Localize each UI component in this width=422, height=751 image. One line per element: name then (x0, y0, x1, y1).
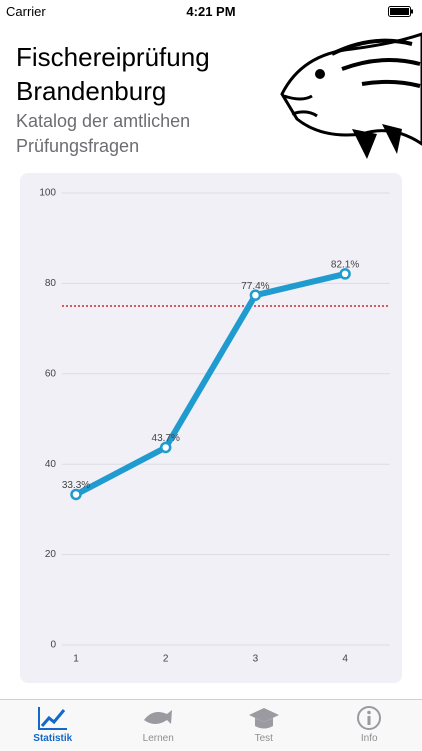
time: 4:21 PM (0, 4, 422, 19)
data-point (161, 443, 170, 452)
x-tick-label: 3 (253, 654, 259, 665)
x-tick-label: 1 (73, 654, 79, 665)
tab-icon (352, 704, 386, 732)
tab-label: Test (255, 733, 273, 744)
subtitle: Katalog der amtlichen Prüfungsfragen (16, 109, 256, 159)
data-point (251, 291, 260, 300)
data-point (72, 490, 81, 499)
tab-label: Lernen (143, 733, 174, 744)
tab-icon (247, 704, 281, 732)
tab-label: Statistik (33, 733, 72, 744)
tab-icon (36, 704, 70, 732)
tab-icon (141, 704, 175, 732)
x-tick-label: 4 (342, 654, 348, 665)
fish-logo (272, 24, 422, 164)
y-tick-label: 40 (45, 459, 57, 470)
status-bar: Carrier 4:21 PM (0, 0, 422, 22)
x-tick-label: 2 (163, 654, 169, 665)
tab-label: Info (361, 733, 378, 744)
battery (388, 6, 414, 17)
data-point (341, 269, 350, 278)
y-tick-label: 0 (50, 640, 56, 651)
data-line (76, 274, 345, 495)
y-tick-label: 80 (45, 278, 57, 289)
tab[interactable]: Test (211, 700, 317, 751)
tab[interactable]: Lernen (106, 700, 212, 751)
title: Fischereiprüfung Brandenburg (16, 40, 276, 108)
y-tick-label: 60 (45, 368, 57, 379)
tab-bar: Statistik Lernen Test Info (0, 699, 422, 751)
y-tick-label: 20 (45, 549, 57, 560)
y-tick-label: 100 (39, 188, 56, 199)
tab[interactable]: Statistik (0, 700, 106, 751)
tab[interactable]: Info (317, 700, 422, 751)
